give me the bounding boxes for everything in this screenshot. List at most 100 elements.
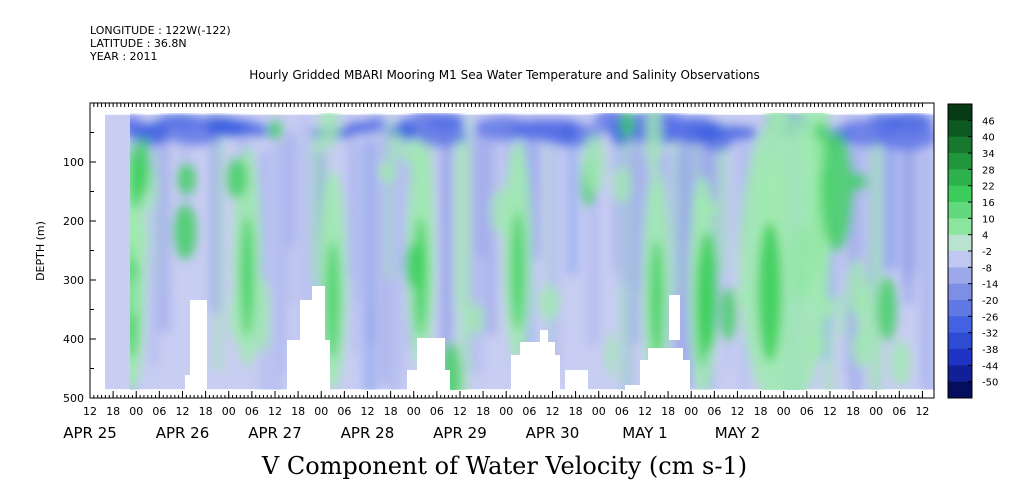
positive-patch — [392, 130, 404, 162]
missing-data-gap — [185, 375, 192, 390]
positive-patch — [173, 203, 197, 260]
x-hour-label: 00 — [407, 405, 421, 418]
velocity-streak — [679, 123, 692, 389]
velocity-streak — [209, 133, 214, 306]
x-hour-label: 18 — [754, 405, 768, 418]
x-date-label: MAY 2 — [715, 424, 761, 442]
x-date-label: APR 26 — [156, 424, 210, 442]
positive-patch — [177, 162, 196, 196]
velocity-streak — [398, 140, 406, 271]
colorbar-label: -32 — [982, 329, 998, 340]
positive-region — [738, 113, 829, 390]
velocity-streak — [868, 130, 872, 244]
x-hour-label: 12 — [638, 405, 652, 418]
x-hour-label: 00 — [684, 405, 698, 418]
x-hour-label: 12 — [268, 405, 282, 418]
positive-patch — [466, 303, 485, 335]
x-date-label: APR 30 — [526, 424, 580, 442]
positive-patch — [847, 259, 867, 316]
velocity-streak — [159, 132, 170, 332]
velocity-streak — [390, 133, 401, 390]
y-tick-label: 100 — [63, 156, 84, 169]
positive-patch — [838, 291, 847, 339]
colorbar-segment — [948, 136, 972, 154]
velocity-streak — [345, 118, 359, 280]
colorbar-label: -20 — [982, 296, 998, 307]
velocity-streak — [442, 137, 451, 367]
velocity-streak — [617, 150, 628, 287]
colorbar-label: -8 — [982, 263, 992, 274]
missing-data-gap — [428, 338, 440, 352]
colorbar-segment — [948, 267, 972, 285]
x-hour-label: 06 — [152, 405, 166, 418]
latitude-label: LATITUDE : 36.8N — [90, 37, 187, 50]
missing-data-gap — [287, 340, 330, 390]
colorbar-label: 46 — [982, 116, 995, 127]
velocity-streak — [871, 132, 882, 383]
colorbar-segment — [948, 120, 972, 138]
positive-patch — [645, 113, 663, 173]
positive-patch — [849, 172, 868, 191]
x-hour-label: 12 — [823, 405, 837, 418]
missing-data-gap — [312, 286, 325, 310]
colorbar-segment — [948, 349, 972, 366]
positive-patch — [538, 285, 560, 321]
surface-flow — [365, 117, 387, 132]
positive-patch — [130, 275, 139, 319]
colorbar-segment — [948, 365, 972, 383]
surface-flow — [414, 123, 468, 147]
x-hour-label: 18 — [476, 405, 490, 418]
x-hour-label: 12 — [453, 405, 467, 418]
x-hour-label: 06 — [707, 405, 721, 418]
positive-patch — [720, 286, 737, 342]
velocity-streak — [380, 124, 390, 384]
x-date-label: APR 25 — [63, 424, 117, 442]
velocity-streak — [567, 134, 578, 275]
colorbar-segment — [948, 316, 972, 334]
x-hour-label: 06 — [430, 405, 444, 418]
velocity-streak — [631, 132, 640, 345]
x-hour-label: 12 — [175, 405, 189, 418]
positive-core — [510, 210, 525, 331]
velocity-streak — [902, 146, 913, 285]
x-hour-label: 12 — [730, 405, 744, 418]
x-hour-label: 18 — [661, 405, 675, 418]
velocity-streak — [531, 142, 541, 260]
surface-flow — [246, 124, 272, 137]
y-axis-label: DEPTH (m) — [34, 221, 47, 281]
velocity-streak — [920, 135, 928, 383]
velocity-streak — [674, 124, 681, 296]
x-hour-label: 18 — [384, 405, 398, 418]
velocity-streak — [882, 122, 892, 273]
x-hour-label: 06 — [337, 405, 351, 418]
positive-patch — [403, 138, 426, 168]
x-hour-label: 06 — [245, 405, 259, 418]
velocity-streak — [180, 133, 191, 260]
velocity-streak — [148, 146, 159, 365]
x-hour-label: 00 — [592, 405, 606, 418]
longitude-label: LONGITUDE : 122W(-122) — [90, 24, 231, 37]
positive-patch — [378, 160, 397, 183]
positive-patch — [851, 331, 871, 368]
surface-flow — [876, 123, 934, 151]
velocity-streak — [300, 117, 311, 355]
positive-core — [240, 216, 255, 337]
colorbar-label: 40 — [982, 133, 995, 144]
x-hour-label: 18 — [291, 405, 305, 418]
x-hour-label: 12 — [83, 405, 97, 418]
velocity-streak — [272, 133, 283, 390]
velocity-streak — [476, 118, 485, 257]
velocity-streak — [846, 114, 851, 375]
x-hour-label: 18 — [199, 405, 213, 418]
positive-patch — [490, 188, 511, 235]
positive-region-core — [757, 221, 782, 362]
velocity-streak — [278, 145, 287, 371]
colorbar-label: 28 — [982, 165, 995, 176]
positive-patch — [130, 148, 145, 209]
velocity-streak — [726, 131, 731, 368]
positive-patch — [583, 133, 606, 194]
colorbar-segment — [948, 381, 972, 399]
colorbar-label: 4 — [982, 231, 988, 242]
missing-data-gap — [669, 295, 680, 340]
positive-patch — [318, 113, 340, 147]
